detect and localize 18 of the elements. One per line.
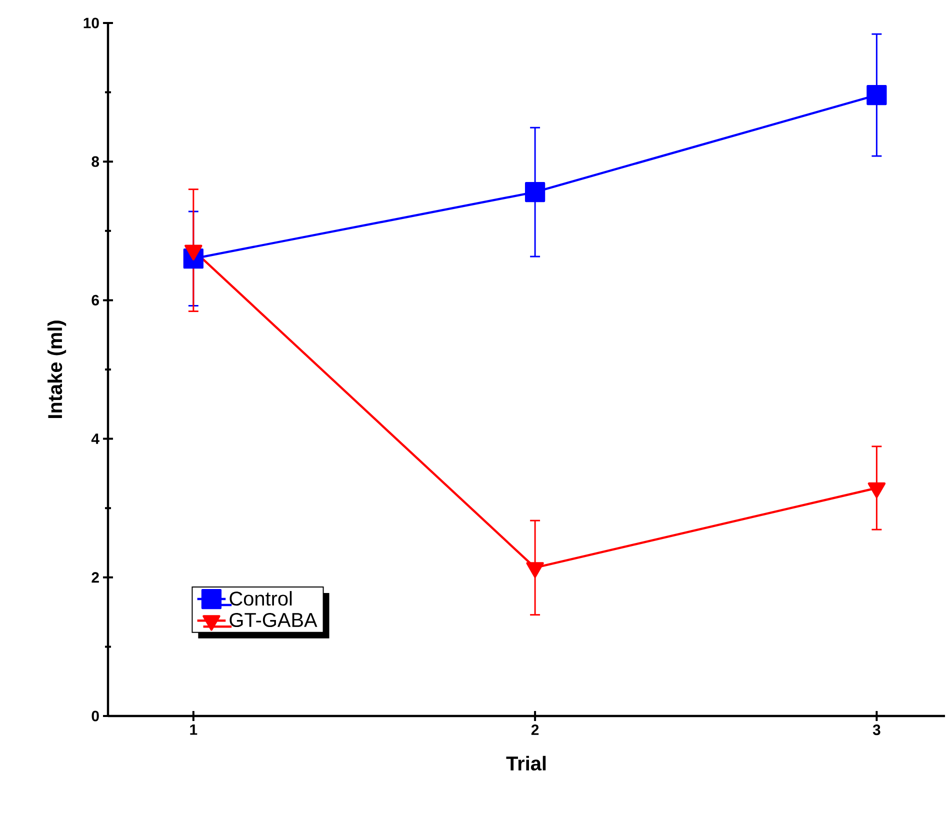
y-axis-title: Intake (ml) (48, 320, 66, 418)
y-tick-label: 4 (91, 434, 100, 444)
x-axis-title: Trial (506, 756, 546, 771)
y-tick-label: 0 (92, 710, 99, 722)
legend-label: Control (230, 591, 292, 606)
point (868, 482, 886, 498)
x-tick-label: 2 (531, 724, 539, 735)
point (866, 85, 887, 106)
point (184, 244, 202, 260)
y-tick-label: 2 (92, 572, 99, 583)
point (524, 182, 546, 202)
x-tick-label: 3 (872, 724, 880, 736)
y-tick-label: 6 (92, 294, 99, 306)
x-tick-label: 1 (190, 724, 198, 735)
y-tick-label: 8 (92, 156, 100, 167)
legend-label: GT-GABA (230, 612, 318, 628)
point (526, 562, 544, 578)
y-tick-label: 10 (84, 18, 99, 28)
